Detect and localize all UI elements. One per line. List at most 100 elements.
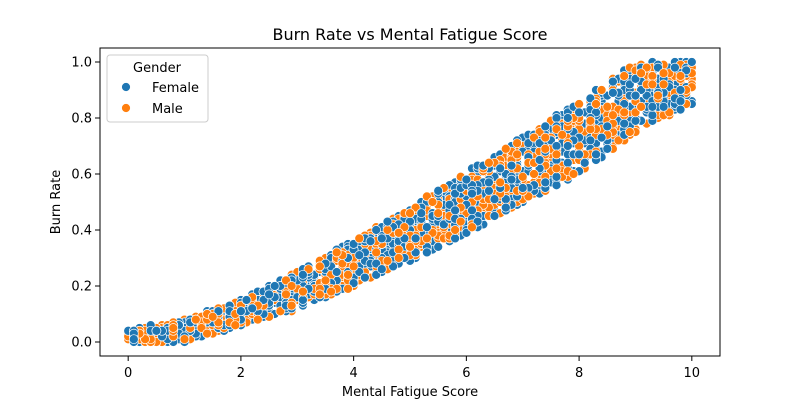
- scatter-points: [123, 57, 697, 347]
- scatter-point-female: [602, 143, 613, 154]
- scatter-point-male: [596, 85, 607, 95]
- scatter-point-male: [557, 129, 568, 140]
- scatter-point-male: [405, 208, 415, 219]
- plot-frame: [99, 47, 721, 357]
- scatter-point-female: [371, 225, 382, 235]
- scatter-point-male: [500, 143, 511, 154]
- x-axis-label: Mental Fatigue Score: [342, 385, 478, 400]
- scatter-point-male: [636, 101, 646, 112]
- scatter-point-male: [207, 311, 218, 322]
- legend-label-male: Male: [152, 102, 183, 117]
- x-tick-label: 10: [684, 366, 701, 381]
- scatter-point-male: [190, 314, 201, 325]
- scatter-point-male: [619, 71, 630, 81]
- scatter-point-female: [360, 272, 370, 283]
- scatter-point-female: [298, 269, 308, 280]
- legend: Gender Female Male: [106, 54, 209, 123]
- scatter-point-male: [551, 163, 562, 174]
- scatter-point-female: [540, 121, 551, 132]
- y-tick-label: 0.2: [71, 280, 92, 295]
- scatter-point-male: [495, 177, 506, 188]
- scatter-point-male: [230, 320, 241, 331]
- scatter-point-male: [343, 283, 353, 294]
- y-tick-label: 0.4: [71, 224, 92, 239]
- scatter-point-female: [433, 185, 444, 196]
- scatter-point-male: [314, 289, 325, 300]
- scatter-point-male: [286, 281, 297, 291]
- scatter-point-male: [331, 247, 342, 258]
- scatter-point-male: [484, 157, 494, 168]
- x-tick-label: 4: [349, 366, 357, 381]
- scatter-point-female: [551, 141, 562, 151]
- scatter-point-male: [450, 225, 460, 235]
- scatter-point-female: [551, 171, 562, 182]
- scatter-point-female: [506, 160, 517, 171]
- scatter-point-female: [562, 157, 573, 168]
- x-tick-label: 0: [124, 366, 132, 381]
- scatter-point-male: [281, 289, 291, 300]
- scatter-point-male: [348, 261, 359, 272]
- scatter-point-female: [630, 115, 641, 126]
- scatter-point-male: [653, 90, 663, 101]
- scatter-point-female: [658, 101, 669, 112]
- scatter-point-female: [579, 157, 590, 168]
- scatter-point-male: [608, 110, 618, 121]
- scatter-point-female: [484, 185, 494, 196]
- scatter-point-female: [461, 174, 472, 185]
- scatter-point-female: [647, 101, 658, 112]
- scatter-point-male: [540, 143, 551, 154]
- scatter-point-male: [382, 255, 393, 266]
- scatter-point-female: [675, 96, 686, 107]
- scatter-point-male: [467, 222, 477, 233]
- scatter-point-male: [179, 334, 190, 345]
- scatter-point-male: [354, 233, 365, 244]
- scatter-point-female: [433, 241, 444, 252]
- scatter-point-male: [382, 225, 393, 235]
- legend-marker-female: [121, 82, 131, 92]
- scatter-point-female: [236, 306, 246, 317]
- scatter-point-female: [534, 155, 545, 165]
- scatter-point-female: [128, 334, 139, 345]
- x-tick-label: 8: [575, 366, 583, 381]
- scatter-point-female: [647, 110, 658, 121]
- scatter-point-female: [467, 205, 477, 216]
- scatter-point-male: [202, 328, 212, 339]
- x-tick-label: 2: [237, 366, 245, 381]
- scatter-point-male: [647, 79, 658, 90]
- scatter-point-male: [320, 275, 331, 286]
- scatter-point-male: [393, 244, 404, 255]
- scatter-point-female: [608, 76, 618, 87]
- scatter-point-male: [314, 261, 325, 272]
- y-tick-label: 0.6: [71, 168, 92, 183]
- scatter-point-female: [354, 250, 365, 261]
- scatter-point-female: [574, 149, 584, 160]
- scatter-point-male: [675, 71, 686, 81]
- scatter-point-male: [405, 241, 415, 252]
- legend-label-female: Female: [152, 81, 199, 96]
- scatter-point-male: [286, 300, 297, 311]
- scatter-point-female: [422, 247, 432, 258]
- scatter-point-male: [168, 323, 179, 333]
- y-tick-label: 0.8: [71, 112, 92, 127]
- scatter-point-male: [517, 171, 528, 182]
- scatter-point-female: [551, 180, 562, 191]
- scatter-point-female: [489, 194, 500, 205]
- legend-title: Gender: [133, 61, 182, 76]
- scatter-point-female: [574, 107, 584, 118]
- scatter-point-female: [416, 208, 427, 219]
- scatter-point-male: [585, 124, 596, 135]
- scatter-point-male: [371, 247, 382, 258]
- scatter-point-male: [393, 227, 404, 238]
- scatter-point-male: [512, 149, 522, 160]
- scatter-point-female: [376, 264, 387, 275]
- scatter-point-female: [382, 216, 393, 227]
- scatter-point-female: [500, 202, 511, 213]
- scatter-point-male: [529, 169, 539, 179]
- scatter-point-male: [422, 233, 432, 244]
- legend-marker-male: [121, 103, 131, 113]
- scatter-point-female: [675, 104, 686, 115]
- scatter-point-male: [602, 101, 613, 112]
- scatter-point-female: [264, 289, 274, 300]
- scatter-point-female: [602, 121, 613, 132]
